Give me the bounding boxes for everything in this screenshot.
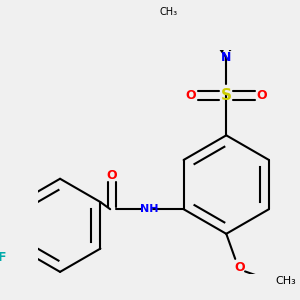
Text: O: O [107, 169, 117, 182]
Text: O: O [234, 261, 245, 274]
Text: CH₃: CH₃ [160, 7, 178, 17]
Text: CH₃: CH₃ [275, 276, 296, 286]
Text: N: N [221, 51, 232, 64]
Text: O: O [257, 88, 267, 101]
Text: S: S [221, 88, 232, 103]
Text: O: O [185, 88, 196, 101]
Text: F: F [0, 251, 6, 264]
Text: NH: NH [140, 204, 159, 214]
